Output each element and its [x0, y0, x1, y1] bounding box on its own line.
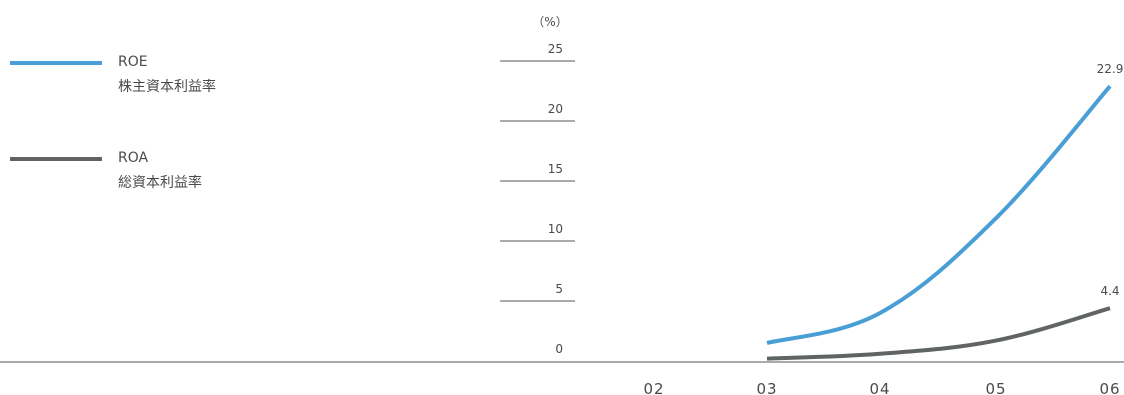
y-tick-label: 25 [548, 42, 563, 56]
series-line-roe [766, 84, 1112, 345]
y-axis-unit-label: （%） [532, 15, 567, 29]
y-tick-label: 20 [548, 102, 563, 116]
legend-roe-name: ROE [118, 54, 148, 70]
legend-roe-swatch [10, 61, 102, 65]
y-tick-label: 15 [548, 162, 563, 176]
x-tick-label: 04 [869, 380, 890, 395]
x-tick-label: 06 [1099, 380, 1120, 395]
x-tick-label: 05 [985, 380, 1006, 395]
data-label-roe: 22.9 [1097, 62, 1124, 76]
legend-roe-subname: 株主資本利益率 [118, 79, 216, 95]
y-tick-label: 0 [555, 342, 563, 356]
y-tick-label: 10 [548, 222, 563, 236]
series-line-roa [766, 306, 1111, 361]
legend-roa-name: ROA [118, 150, 149, 166]
legend-roa-subname: 総資本利益率 [118, 175, 202, 191]
y-tick-label: 5 [555, 282, 563, 296]
x-tick-label: 03 [756, 380, 777, 395]
data-label-roa: 4.4 [1100, 284, 1119, 298]
x-tick-label: 02 [643, 380, 664, 395]
legend-roa-swatch [10, 157, 102, 161]
